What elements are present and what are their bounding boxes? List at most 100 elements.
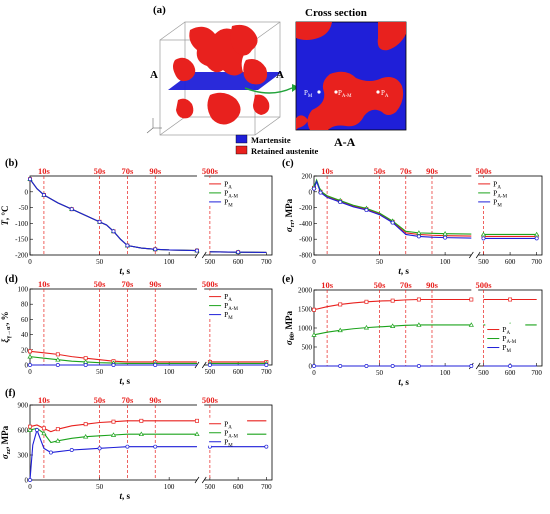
x-axis-label: t, s [398,377,409,387]
x-tick-label: 100 [440,369,451,377]
data-point [469,364,474,368]
y-tick-label: -150 [15,236,28,244]
legend-label: PA-M [224,301,238,312]
time-mark-label: 10s [38,395,51,405]
legend-label: PA [502,325,510,336]
data-point [125,444,130,449]
time-mark-label: 70s [400,280,413,290]
data-point [138,431,144,437]
data-point [534,236,539,241]
data-point [83,363,88,367]
data-point [264,444,269,449]
x-axis-label: t, s [120,491,131,501]
data-point [83,359,89,364]
x-tick-label: 0 [312,369,316,377]
legend-label: PA-M [502,334,516,345]
panel-label: (c) [282,158,294,169]
data-point [139,418,144,423]
y-tick-label: 0 [309,363,313,371]
data-point [55,352,60,357]
axis-break-mark [201,361,207,369]
data-point [48,450,53,455]
time-mark-label: 500s [202,166,219,176]
time-mark-label: 90s [426,280,439,290]
x-tick-label: 700 [261,483,272,491]
y-tick-label: -50 [19,204,29,212]
time-mark-label: 500s [475,166,492,176]
time-mark-label: 90s [426,166,439,176]
data-point [28,478,32,482]
time-mark-label: 10s [321,280,334,290]
axis-break [196,175,205,256]
time-mark-label: 90s [149,166,162,176]
legend-box [207,290,248,319]
cross-section-map [295,21,407,131]
data-point [55,438,61,443]
time-mark-label: 90s [149,395,162,405]
data-point [363,324,370,330]
time-mark-label: 70s [400,166,413,176]
chart-panel: (e) 2000 1500 1000 500 00 50 100 500 600 700 10s 50s… [282,274,542,387]
y-tick-label: 0 [25,188,29,196]
series-line [313,178,472,235]
series-line [29,178,197,252]
time-mark-label: 50s [374,280,387,290]
data-point [390,220,395,225]
data-point [125,243,130,248]
y-tick-label: 60 [21,316,29,324]
data-point [153,444,158,449]
x-tick-label: 700 [261,258,272,266]
x-tick-label: 600 [505,258,516,266]
axis-break-mark [469,251,474,259]
y-tick-label: 1000 [298,325,313,333]
legend-box [207,417,248,446]
legend-label: PA-M [224,188,238,199]
y-tick-label: 200 [302,173,313,181]
data-point [338,302,343,307]
x-tick-label: 700 [531,369,542,377]
legend-label: PM [224,197,233,208]
point-label-pa: PA [381,89,389,99]
series-line [313,179,472,239]
data-point [481,236,486,241]
data-point [83,433,89,439]
data-point [111,363,116,367]
data-point [508,297,513,302]
x-tick-label: 500 [205,258,216,266]
data-point [311,332,317,337]
data-point [337,327,343,333]
y-tick-label: 500 [302,344,313,352]
data-point [364,299,369,304]
axis-break-mark [201,251,207,259]
y-tick-label: 1500 [298,306,313,314]
data-point [97,219,102,224]
axis-break-mark [194,476,200,484]
time-mark-label: 50s [94,279,107,289]
point-pm [317,90,321,94]
legend-box [207,177,248,206]
x-tick-label: 600 [233,258,244,266]
y-tick-label: 0 [25,362,29,370]
cross-section-title: Cross section [305,7,367,19]
y-tick-label: 2000 [298,287,313,295]
data-point [318,190,323,195]
y-tick-label: 100 [18,286,29,294]
y-axis-label: σθθ, MPa [284,310,296,345]
data-point [35,428,39,432]
y-axis-label: T, °C [0,205,10,225]
data-point [364,208,369,212]
time-mark-label: 10s [38,279,51,289]
y-tick-label: -200 [299,204,312,212]
data-point [111,419,116,424]
data-point [416,234,421,239]
y-axis-label: σzz, MPa [0,425,12,459]
panel-label: (f) [5,388,16,399]
point-label-pam: PA-M [338,89,352,99]
axis-break-mark [475,362,481,370]
x-tick-label: 700 [261,368,272,376]
time-mark-label: 10s [38,166,51,176]
data-point [28,177,32,182]
x-axis-label: t, s [120,376,131,386]
